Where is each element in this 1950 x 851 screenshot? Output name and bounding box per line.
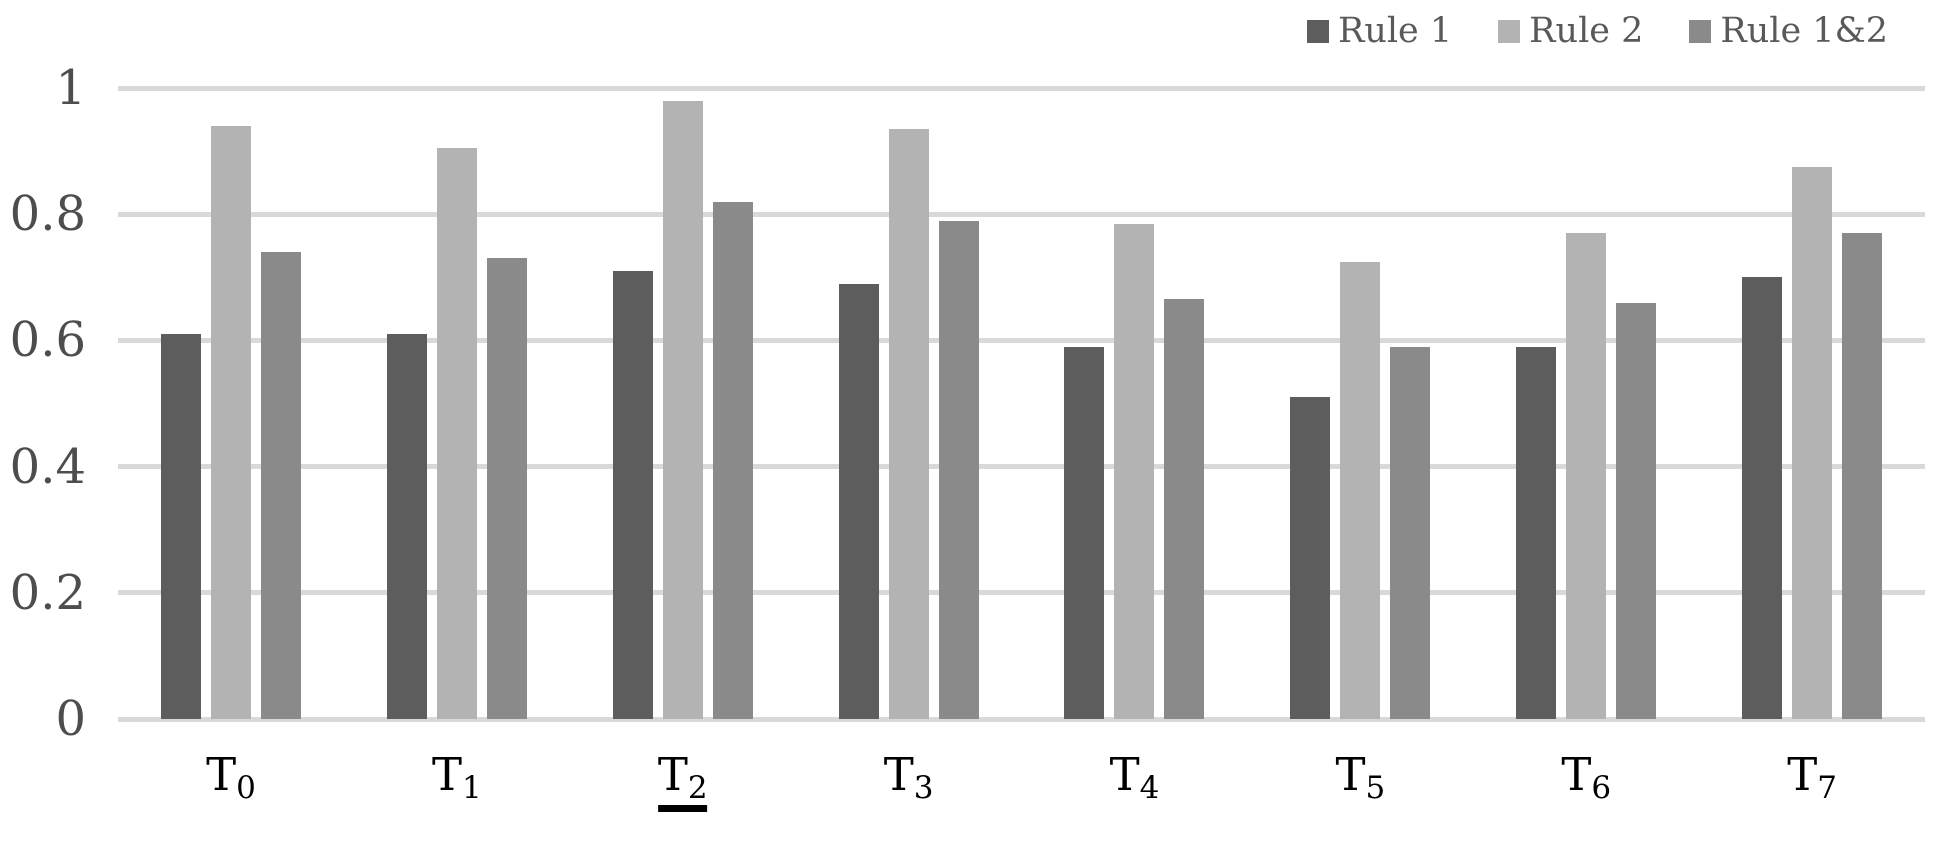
legend-item-rule-2: Rule 2 — [1498, 14, 1643, 49]
bar-rule-2-t0 — [210, 125, 251, 719]
bar-rule-2-t7 — [1792, 166, 1833, 719]
bar-rule-2-t1 — [436, 147, 477, 719]
bar-rule-1-2-t5 — [1390, 346, 1431, 719]
bar-rule-2-t2 — [662, 100, 703, 719]
bar-rule-1-t1 — [386, 334, 427, 719]
x-label-base: T — [1787, 748, 1818, 801]
x-label-t0: T0 — [206, 752, 256, 812]
y-tick-label-0.4: 0.4 — [9, 438, 86, 495]
bar-rule-1-t4 — [1064, 346, 1105, 719]
bar-rule-1-t3 — [838, 283, 879, 719]
x-label-base: T — [657, 748, 688, 801]
x-label-base: T — [206, 748, 237, 801]
x-label-base: T — [1561, 748, 1592, 801]
gridline-y-0.8 — [118, 211, 1925, 217]
gridline-y-0.4 — [118, 464, 1925, 470]
bar-rule-2-t3 — [888, 129, 929, 719]
x-label-t5: T5 — [1335, 752, 1385, 812]
x-label-text: T0 — [206, 752, 256, 812]
y-tick-label-0.6: 0.6 — [9, 312, 86, 369]
bar-rule-1-t2 — [612, 271, 653, 719]
legend-item-rule-1: Rule 1 — [1306, 11, 1453, 51]
x-label-base: T — [1335, 748, 1366, 801]
x-label-t4: T4 — [1110, 752, 1160, 812]
bar-rule-1-2-t1 — [486, 258, 527, 719]
x-label-base: T — [883, 748, 914, 801]
bar-rule-1-2-t2 — [712, 201, 753, 719]
legend-label: Rule 1 — [1337, 11, 1453, 51]
x-label-text-underlined: T2 — [657, 752, 708, 812]
x-label-text: T5 — [1335, 752, 1385, 812]
x-label-text: T1 — [432, 752, 482, 812]
x-label-t1: T1 — [432, 752, 482, 812]
gridline-y-0.6 — [118, 337, 1925, 343]
legend-label: Rule 2 — [1529, 11, 1644, 51]
bar-rule-1-t0 — [160, 334, 201, 719]
x-label-t3: T3 — [884, 752, 934, 812]
x-label-subscript: 4 — [1139, 770, 1160, 806]
x-label-subscript: 3 — [913, 770, 934, 806]
x-label-text: T3 — [884, 752, 934, 812]
x-label-base: T — [431, 748, 462, 801]
legend-swatch-icon — [1689, 20, 1712, 43]
x-label-t6: T6 — [1561, 752, 1611, 812]
x-label-t7: T7 — [1787, 752, 1837, 812]
legend-swatch-icon — [1306, 20, 1329, 43]
bar-rule-1-2-t3 — [938, 220, 979, 719]
x-label-subscript: 1 — [461, 770, 482, 806]
bar-rule-2-t6 — [1566, 233, 1607, 719]
x-label-base: T — [1109, 748, 1140, 801]
legend-label: Rule 1&2 — [1720, 11, 1888, 51]
x-label-subscript: 0 — [236, 770, 256, 806]
bar-rule-2-t5 — [1340, 261, 1381, 719]
bar-rule-1-2-t7 — [1842, 233, 1883, 719]
y-tick-label-0.8: 0.8 — [9, 186, 86, 243]
y-tick-label-0: 0 — [55, 691, 86, 747]
legend: Rule 1 Rule 2 Rule 1&2 — [1306, 11, 1888, 51]
legend-swatch-icon — [1498, 20, 1521, 43]
bar-rule-2-t4 — [1114, 223, 1155, 719]
bar-rule-1-2-t4 — [1164, 299, 1205, 719]
bar-rule-1-t5 — [1290, 397, 1331, 719]
x-label-subscript: 2 — [687, 770, 708, 806]
legend-item-rule-1-2: Rule 1&2 — [1689, 14, 1888, 49]
gridline-y-1 — [118, 85, 1925, 91]
x-label-text: T4 — [1110, 752, 1160, 812]
bar-rule-1-2-t0 — [260, 252, 301, 719]
x-label-subscript: 7 — [1817, 770, 1837, 806]
bar-rule-1-2-t6 — [1616, 302, 1657, 719]
gridline-y-0.2 — [118, 590, 1925, 596]
bar-rule-1-t6 — [1516, 346, 1557, 719]
x-label-t2: T2 — [657, 752, 708, 812]
gridline-y-0 — [118, 716, 1925, 722]
x-label-text: T7 — [1787, 752, 1837, 812]
y-tick-label-0.2: 0.2 — [9, 564, 86, 621]
x-label-text: T6 — [1561, 752, 1611, 812]
x-label-subscript: 5 — [1365, 770, 1386, 806]
x-label-subscript: 6 — [1591, 770, 1612, 806]
bar-rule-1-t7 — [1742, 277, 1783, 719]
plot-area — [118, 85, 1925, 722]
y-tick-label-1: 1 — [55, 60, 86, 116]
